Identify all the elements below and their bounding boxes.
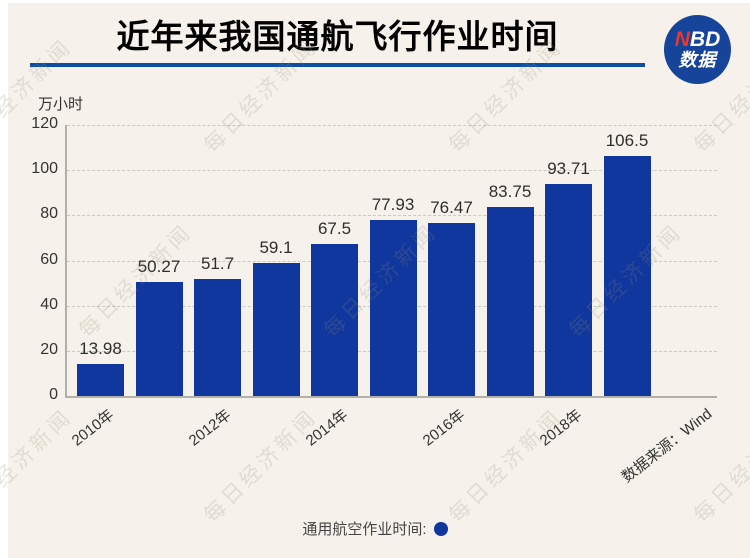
- gridline-80: [67, 215, 717, 217]
- bar-value-label: 76.47: [430, 198, 473, 218]
- bar-value-label: 77.93: [371, 195, 415, 215]
- bar: [311, 243, 358, 396]
- ytick-label: 40: [40, 295, 58, 313]
- left-edge-strip: [0, 0, 8, 558]
- ytick-label: 60: [40, 250, 58, 268]
- bar-value-label: 93.71: [547, 159, 590, 179]
- bar: [252, 262, 300, 396]
- page-title: 近年来我国通航飞行作业时间: [30, 18, 645, 67]
- y-axis-unit-label: 万小时: [38, 96, 84, 113]
- bar: [545, 184, 592, 396]
- nbd-logo-line2: 数据: [678, 50, 717, 71]
- gridline-100: [67, 170, 717, 172]
- bar-value-label: 67.5: [317, 218, 352, 238]
- nbd-logo-n: N: [674, 28, 690, 52]
- legend-marker-dot: [433, 521, 448, 536]
- nbd-logo-line1: NBD: [675, 29, 721, 51]
- xtick-label: 2014年: [302, 406, 351, 450]
- watermark-text: 每日经济新闻: [0, 404, 78, 528]
- bar: [603, 155, 651, 396]
- bar-value-label: 106.5: [605, 130, 649, 150]
- bar: [369, 220, 417, 396]
- ytick-label: 100: [31, 160, 58, 178]
- bar-value-label: 50.27: [137, 257, 181, 277]
- bar-value-label: 83.75: [488, 181, 532, 201]
- bar: [135, 282, 183, 396]
- bar: [428, 223, 475, 396]
- chart-legend: 通用航空作业时间:: [0, 518, 750, 539]
- xtick-label: 2012年: [185, 406, 234, 450]
- source-label: 数据来源：Wind: [618, 405, 716, 486]
- bar: [486, 206, 534, 396]
- ytick-label: 120: [31, 115, 58, 132]
- bar-value-label: 59.1: [259, 237, 293, 257]
- bar-value-label: 51.7: [200, 254, 235, 274]
- nbd-logo-bd: BD: [689, 28, 721, 52]
- page-title-text: 近年来我国通航飞行作业时间: [116, 18, 559, 55]
- xtick-label: 2010年: [68, 406, 117, 450]
- nbd-logo: NBD 数据: [664, 15, 731, 84]
- ytick-label: 20: [40, 340, 58, 358]
- bar: [77, 364, 124, 396]
- ytick-label: 80: [40, 205, 58, 223]
- xtick-label: 2016年: [419, 406, 468, 450]
- xtick-label: 2018年: [536, 406, 585, 450]
- ytick-label: 0: [49, 386, 58, 403]
- bar: [194, 279, 241, 396]
- legend-label: 通用航空作业时间:: [302, 521, 427, 538]
- top-edge-strip: [0, 0, 750, 3]
- bar-value-label: 13.98: [79, 339, 122, 359]
- bar-chart-plot-area: 13.98 50.27 51.7 59.1 67.5 77.93 76.47 83.75 93.…: [65, 125, 717, 398]
- gridline-120: [67, 125, 717, 126]
